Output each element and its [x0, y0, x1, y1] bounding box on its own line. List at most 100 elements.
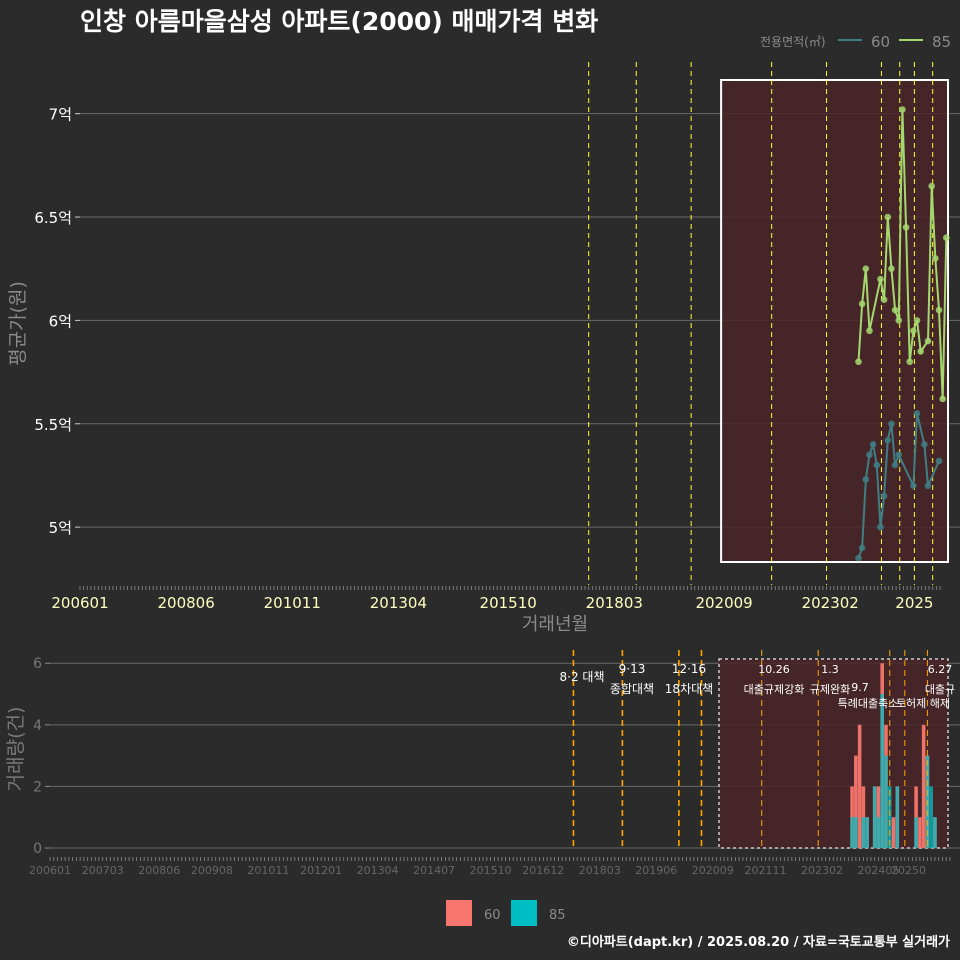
- price-x-tick-label: 201304: [370, 594, 427, 612]
- price-y-tick-label: 6억: [49, 312, 72, 330]
- price-point-60: [858, 544, 866, 552]
- price-point-85: [935, 306, 943, 314]
- volume-y-tick-label: 6: [33, 656, 42, 672]
- price-x-tick-label: 202009: [695, 594, 752, 612]
- price-x-tick-label: 200806: [157, 594, 214, 612]
- volume-annotation-date: 1.3: [821, 663, 839, 676]
- price-legend: 전용면적(㎡) 60 85: [760, 33, 951, 51]
- price-point-85: [884, 213, 892, 221]
- volume-annotations: 8·2 대책 9·13 종합대책 12·16 18차대책 10.26 대출규제강화 1.3 규제…: [560, 662, 956, 710]
- price-y-tick-label: 5.5억: [34, 416, 72, 434]
- price-point-85: [891, 306, 899, 314]
- volume-annotation-text: 대출규제강화: [744, 683, 805, 696]
- price-point-85: [877, 275, 884, 283]
- price-point-60: [866, 451, 873, 459]
- price-point-85: [855, 358, 862, 366]
- price-series: [855, 106, 950, 562]
- volume-x-tick-label: 201510: [470, 864, 512, 877]
- volume-legend-label-60: 60: [484, 908, 501, 923]
- volume-bar-60: [918, 817, 922, 848]
- price-y-axis-label: 평균가(원): [7, 281, 29, 366]
- volume-annotation-text: 대출규: [925, 683, 955, 696]
- price-x-tick-label: 202302: [802, 594, 859, 612]
- price-y-ticks: 5억 5.5억 6억 6.5억 7억: [34, 106, 80, 537]
- price-point-85: [895, 317, 903, 324]
- volume-bar-85: [865, 817, 869, 848]
- chart-title: 인창 아름마을삼성 아파트(2000) 매매가격 변화: [80, 7, 599, 36]
- footer-credit: ©디아파트(dapt.kr) / 2025.08.20 / 자료=국토교통부 실…: [566, 935, 950, 950]
- price-x-tick-label: 201803: [586, 594, 643, 612]
- price-point-85: [939, 395, 946, 403]
- volume-annotation-text: 18차대책: [665, 681, 713, 696]
- volume-y-tick-label: 4: [33, 718, 42, 734]
- price-point-85: [910, 327, 917, 335]
- price-point-85: [924, 337, 932, 345]
- volume-legend: 60 85: [446, 900, 566, 926]
- price-x-axis-label: 거래년월: [522, 614, 588, 635]
- price-point-60: [880, 492, 888, 500]
- price-line-series-85: [857, 109, 948, 399]
- volume-annotation-text: 토허제 해제: [896, 696, 950, 710]
- volume-annotation-date: 8·2 대책: [560, 669, 605, 684]
- volume-bar-85: [880, 694, 885, 848]
- volume-x-tick-label: 200703: [82, 864, 124, 877]
- volume-bar-85: [929, 786, 933, 848]
- volume-y-axis-label: 거래량(건): [5, 707, 27, 792]
- volume-bar-85: [914, 817, 918, 848]
- price-point-60: [935, 457, 943, 465]
- volume-x-tick-label: 200601: [29, 864, 71, 877]
- price-point-60: [873, 461, 881, 469]
- volume-bar-85: [872, 786, 877, 848]
- volume-bar-60: [857, 724, 862, 848]
- price-x-tick-label: 201510: [480, 594, 537, 612]
- price-point-85: [862, 265, 870, 273]
- volume-bar-85: [887, 786, 892, 848]
- volume-x-tick-label: 202302: [801, 864, 843, 877]
- price-point-60: [869, 441, 877, 448]
- volume-x-tick-label: 201011: [247, 864, 289, 877]
- price-x-tick-label: 201011: [264, 594, 321, 612]
- price-point-60: [855, 554, 862, 562]
- price-x-ticks: 200601 200806 201011 201304 201510 201803 2020…: [51, 586, 941, 612]
- volume-x-tick-label: 201612: [522, 864, 564, 877]
- volume-annotation-text: 특례대출축소: [838, 697, 899, 710]
- price-point-85: [943, 234, 950, 242]
- price-point-60: [913, 410, 921, 417]
- price-point-85: [858, 300, 866, 308]
- price-point-85: [902, 224, 910, 231]
- price-point-60: [921, 441, 928, 448]
- price-point-85: [913, 317, 921, 324]
- price-point-85: [899, 106, 906, 113]
- price-y-tick-label: 5억: [49, 519, 72, 537]
- volume-annotation-date: 10.26: [758, 663, 790, 676]
- price-point-85: [888, 265, 895, 273]
- volume-bar-85: [854, 817, 858, 848]
- price-highlight-box: [720, 79, 949, 563]
- price-point-60: [884, 436, 892, 444]
- volume-annotation-date: 12·16: [672, 662, 706, 676]
- price-point-85: [917, 348, 925, 355]
- volume-x-tick-label: 201201: [300, 864, 342, 877]
- price-point-60: [891, 461, 899, 469]
- volume-bar-85: [876, 817, 881, 848]
- volume-x-tick-label: 200908: [191, 864, 233, 877]
- price-point-60: [910, 482, 917, 490]
- volume-x-tick-label: 202111: [744, 864, 786, 877]
- price-point-85: [866, 327, 873, 335]
- volume-policy-lines: [572, 650, 928, 848]
- price-legend-title: 전용면적(㎡): [760, 35, 826, 49]
- volume-annotation-date: 9·13: [619, 662, 646, 676]
- volume-annotation-text: 종합대책: [610, 681, 654, 696]
- volume-x-tick-label: 200806: [138, 864, 180, 877]
- price-y-tick-label: 6.5억: [34, 209, 72, 227]
- volume-x-tick-label: 201803: [579, 864, 621, 877]
- price-point-60: [888, 420, 895, 428]
- price-x-tick-label: 2025: [895, 594, 933, 612]
- volume-y-tick-label: 2: [33, 779, 42, 795]
- price-point-60: [895, 451, 903, 459]
- volume-legend-swatch-60: [446, 900, 472, 926]
- volume-bar-85: [933, 817, 937, 848]
- volume-bar-85: [884, 755, 888, 848]
- price-point-85: [880, 296, 888, 304]
